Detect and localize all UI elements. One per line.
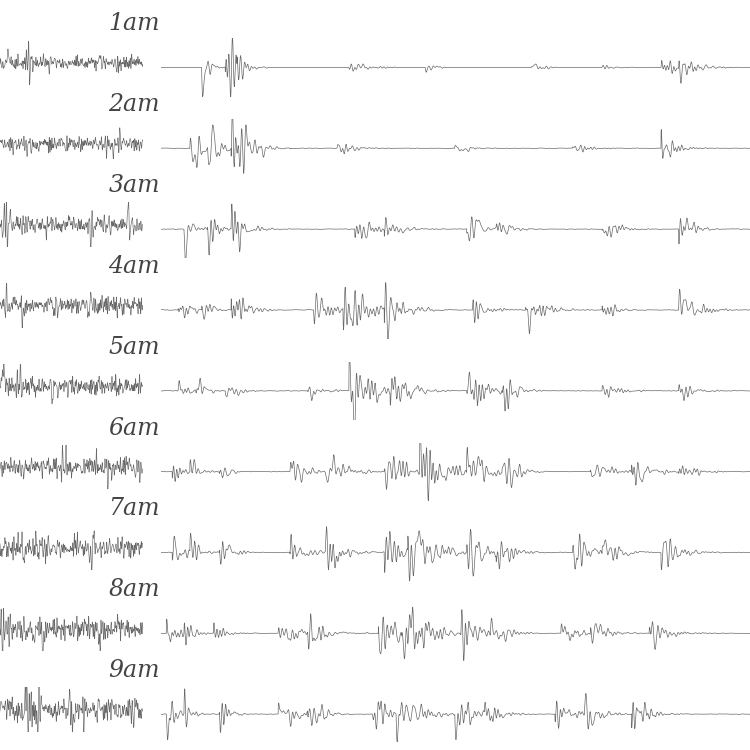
Text: 6am: 6am — [108, 416, 160, 440]
Text: 7am: 7am — [108, 497, 160, 520]
Text: 3am: 3am — [108, 174, 160, 197]
Text: 5am: 5am — [108, 336, 160, 358]
Text: 9am: 9am — [108, 659, 160, 682]
Text: 4am: 4am — [108, 255, 160, 278]
Text: 2am: 2am — [108, 93, 160, 116]
Text: 1am: 1am — [108, 12, 160, 35]
Text: 8am: 8am — [108, 578, 160, 602]
